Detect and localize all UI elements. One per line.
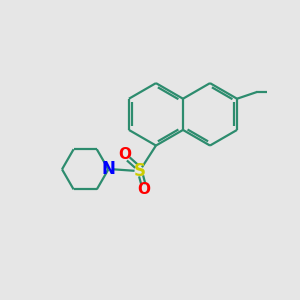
- Text: O: O: [118, 147, 131, 162]
- Text: S: S: [134, 162, 146, 180]
- Text: N: N: [101, 160, 115, 178]
- Text: O: O: [138, 182, 151, 197]
